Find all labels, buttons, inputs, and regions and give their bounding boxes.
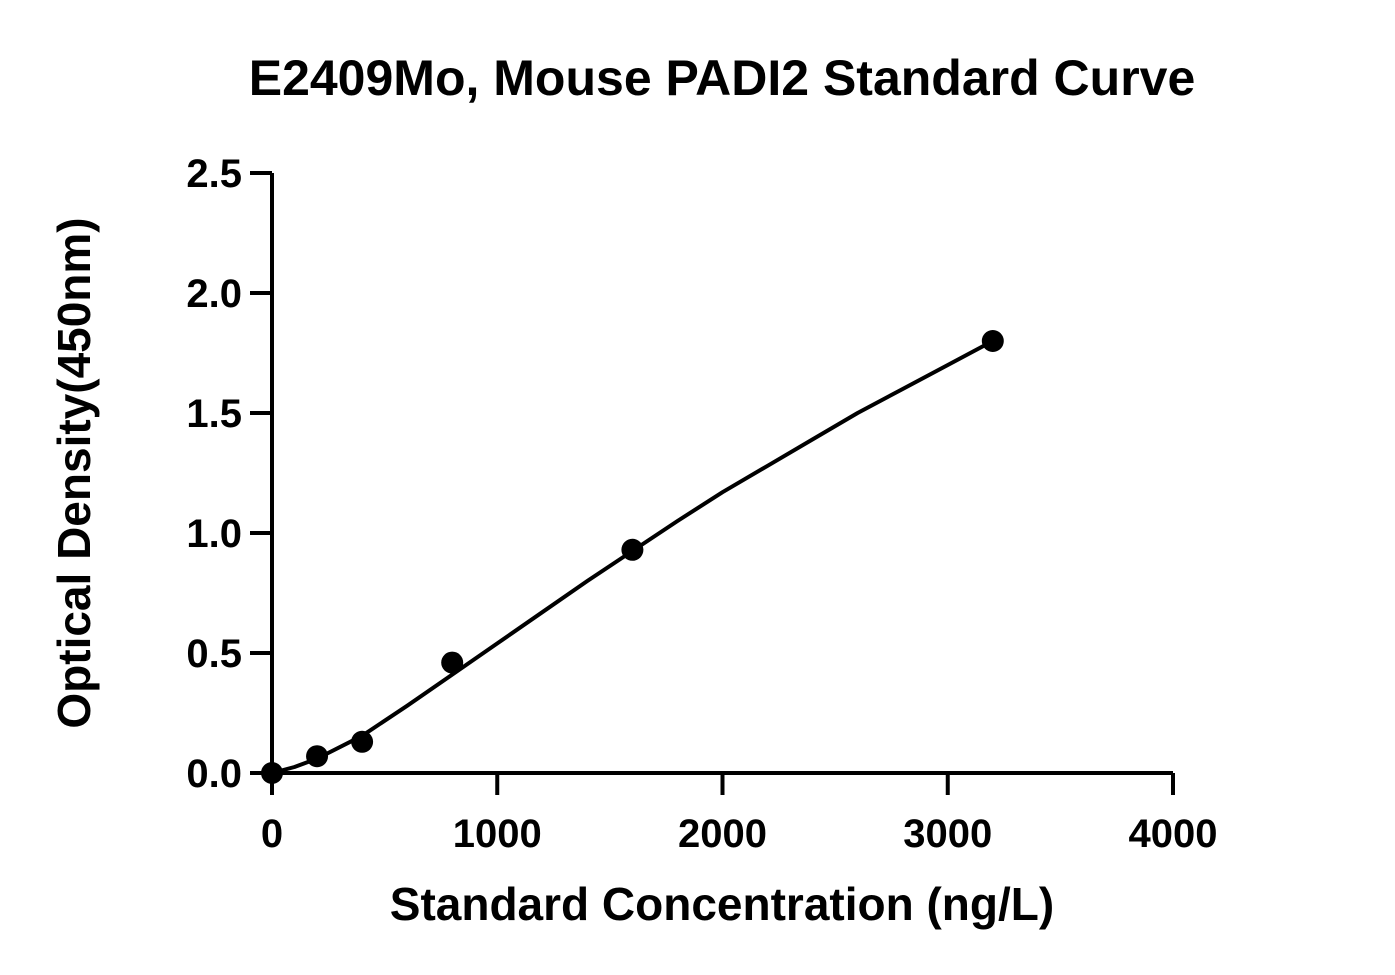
data-point	[621, 538, 644, 561]
data-point	[261, 762, 283, 784]
data-point	[306, 745, 329, 768]
chart-title: E2409Mo, Mouse PADI2 Standard Curve	[249, 50, 1196, 106]
x-axis-label: Standard Concentration (ng/L)	[390, 878, 1054, 930]
axes	[270, 173, 1173, 775]
y-tick-label: 2.5	[186, 152, 242, 196]
x-tick-label: 3000	[903, 812, 992, 856]
x-tick-label: 0	[261, 812, 283, 856]
x-tick-label: 2000	[678, 812, 767, 856]
data-point	[981, 330, 1004, 352]
x-tick-label: 4000	[1129, 812, 1218, 856]
y-tick-label: 0.5	[186, 632, 242, 676]
y-tick-label: 2.0	[186, 272, 242, 316]
ticks: 0.0 0.5 1.0 1.5 2.0 2.5 0 1000 2000 3000 4000	[186, 152, 1217, 856]
y-axis-label: Optical Density(450nm)	[48, 217, 100, 728]
y-tick-label: 1.0	[186, 512, 242, 556]
y-tick-label: 0.0	[186, 752, 242, 796]
y-tick-label: 1.5	[186, 392, 242, 436]
data-points	[261, 330, 1004, 784]
data-point	[441, 651, 464, 674]
data-point	[351, 730, 374, 753]
x-tick-label: 1000	[453, 812, 542, 856]
